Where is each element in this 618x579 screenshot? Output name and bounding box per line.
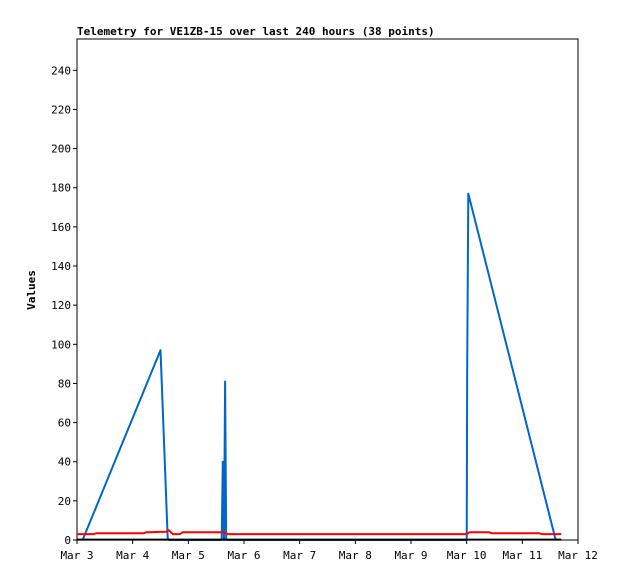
x-tick-label: Mar 7 bbox=[283, 549, 316, 562]
plot-area-frame bbox=[76, 38, 579, 541]
x-tick-label: Mar 5 bbox=[172, 549, 205, 562]
x-tick-label: Mar 4 bbox=[116, 549, 149, 562]
y-tick-label: 180 bbox=[51, 182, 71, 195]
x-tick-label: Mar 6 bbox=[227, 549, 260, 562]
series-line-1 bbox=[81, 192, 557, 541]
y-tick-label: 240 bbox=[51, 64, 71, 77]
x-tick-label: Mar 12 bbox=[558, 549, 598, 562]
x-tick-label: Mar 11 bbox=[502, 549, 542, 562]
y-axis-label: Values bbox=[25, 270, 38, 310]
y-tick-label: 120 bbox=[51, 299, 71, 312]
y-tick-label: 0 bbox=[64, 534, 71, 547]
series-layer bbox=[77, 192, 562, 541]
y-tick-label: 20 bbox=[58, 495, 71, 508]
y-tick-label: 100 bbox=[51, 338, 71, 351]
y-tick-label: 80 bbox=[58, 377, 71, 390]
y-tick-label: 160 bbox=[51, 221, 71, 234]
y-axis-ticks: 0 20 40 60 80 100 120 140 160 180 200 220 240 bbox=[51, 64, 77, 547]
chart-title: Telemetry for VE1ZB-15 over last 240 hou… bbox=[77, 25, 435, 38]
y-tick-label: 220 bbox=[51, 103, 71, 116]
y-tick-label: 40 bbox=[58, 456, 71, 469]
y-tick-label: 140 bbox=[51, 260, 71, 273]
y-tick-label: 200 bbox=[51, 143, 71, 156]
x-tick-label: Mar 8 bbox=[339, 549, 372, 562]
series-line-2 bbox=[77, 529, 562, 536]
x-axis-ticks: Mar 3 Mar 4 Mar 5 Mar 6 Mar 7 Mar 8 Mar 9 Mar 1… bbox=[60, 540, 598, 562]
y-tick-label: 60 bbox=[58, 417, 71, 430]
x-tick-label: Mar 9 bbox=[394, 549, 427, 562]
x-tick-label: Mar 10 bbox=[447, 549, 487, 562]
x-tick-label: Mar 3 bbox=[60, 549, 93, 562]
